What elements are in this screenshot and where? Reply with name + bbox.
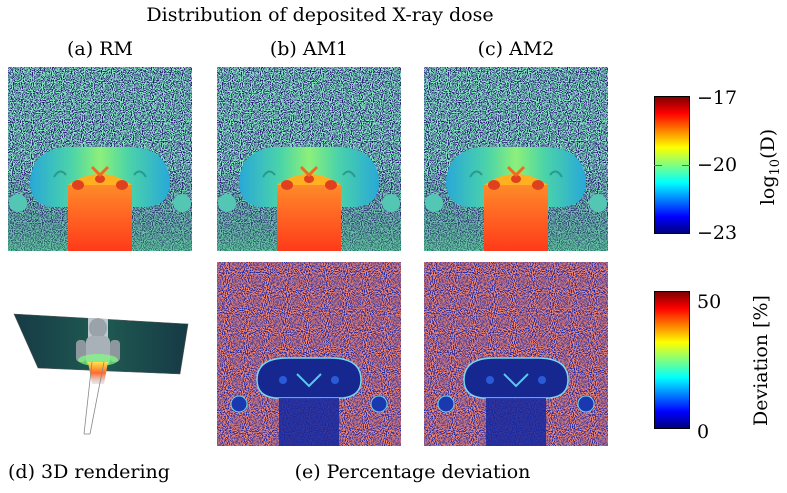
render-3d-panel: [8, 262, 192, 446]
deviation-image-am1: [217, 262, 401, 446]
colorbar-dose-label-arg: (D): [757, 128, 779, 159]
caption-percentage-deviation: (e) Percentage deviation: [294, 461, 531, 483]
colorbar-dose-midtick-right: [682, 165, 690, 166]
colorbar-dose-label-base: log: [757, 175, 779, 206]
dose-image-am1: [217, 67, 401, 251]
colorbar-dose-label-sub: 10: [767, 158, 783, 176]
dose-panel-am2: [424, 67, 608, 251]
colorbar-dose-midtick-left: [654, 165, 662, 166]
deviation-panel-am1: [217, 262, 401, 446]
colorbar-dose-tick-mid: −20: [697, 154, 738, 176]
colorbar-deviation-tick-min: 0: [697, 421, 710, 443]
colorbar-deviation: [654, 291, 690, 429]
dose-image-am2: [424, 67, 608, 251]
colorbar-deviation-tick-max: 50: [697, 291, 722, 313]
dose-image-rm: [8, 67, 192, 251]
caption-rm: (a) RM: [67, 38, 133, 60]
caption-am1: (b) AM1: [269, 38, 349, 60]
colorbar-deviation-label: Deviation [%]: [750, 295, 772, 426]
caption-am2: (c) AM2: [477, 38, 555, 60]
render-3d-image: [13, 313, 189, 435]
colorbar-dose-tick-max: −17: [697, 87, 738, 109]
figure-title: Distribution of deposited X-ray dose: [146, 4, 494, 26]
caption-3d-rendering: (d) 3D rendering: [8, 461, 170, 483]
dose-panel-am1: [217, 67, 401, 251]
deviation-panel-am2: [424, 262, 608, 446]
colorbar-dose-label: log10(D): [757, 117, 783, 217]
dose-panel-rm: [8, 67, 192, 251]
colorbar-dose-tick-min: −23: [697, 222, 738, 244]
deviation-image-am2: [424, 262, 608, 446]
